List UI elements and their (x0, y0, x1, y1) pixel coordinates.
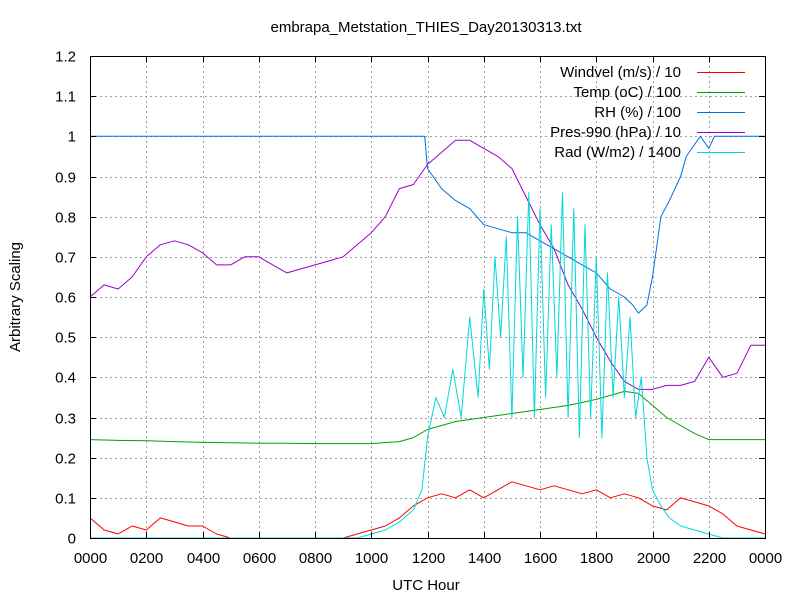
y-tick-label: 0.9 (55, 170, 76, 187)
series-line-1 (89, 481, 766, 539)
series-line-3 (90, 135, 765, 314)
x-tick-label: 1200 (412, 550, 445, 567)
y-tick-label: 1.2 (55, 49, 76, 66)
y-tick-label: 1 (68, 129, 76, 146)
legend-label: RH (%) / 100 (594, 104, 681, 121)
x-tick-label: 0000 (749, 550, 782, 567)
y-tick-label: 1.1 (55, 89, 76, 106)
x-tick-label: 1400 (468, 550, 501, 567)
x-tick-label: 0800 (299, 550, 332, 567)
y-tick-label: 0.3 (55, 411, 76, 428)
legend: Windvel (m/s) / 10 Temp (oC) / 100 RH (%) … (550, 64, 745, 161)
x-tick-label: 1000 (355, 550, 388, 567)
series-line-2 (89, 390, 765, 445)
y-tick-label: 0.1 (55, 491, 76, 508)
legend-label: Temp (oC) / 100 (573, 84, 681, 101)
x-tick-label: 0400 (187, 550, 220, 567)
legend-label: Rad (W/m2) / 1400 (554, 144, 681, 161)
y-tick-label: 0.8 (55, 210, 76, 227)
y-tick-label: 0.5 (55, 330, 76, 347)
chart-title: embrapa_Metstation_THIES_Day20130313.txt (270, 19, 582, 36)
x-tick-label: 2200 (693, 550, 726, 567)
y-tick-label: 0.6 (55, 290, 76, 307)
axis-ticks: 0 0.1 0.2 0.3 0.4 0.5 0.6 0.7 0.8 0.9 1 1.1 1.2 0000 0… (55, 49, 782, 568)
y-tick-label: 0.2 (55, 451, 76, 468)
legend-label: Windvel (m/s) / 10 (560, 64, 681, 81)
y-tick-label: 0.4 (55, 370, 76, 387)
series-line-5 (90, 192, 765, 539)
y-tick-label: 0.7 (55, 250, 76, 267)
legend-label: Pres-990 (hPa) / 10 (550, 124, 681, 141)
x-axis-title: UTC Hour (392, 577, 460, 594)
x-tick-label: 1800 (580, 550, 613, 567)
x-tick-label: 2000 (637, 550, 670, 567)
x-tick-label: 0200 (130, 550, 163, 567)
series-layer (89, 135, 766, 539)
y-axis-title: Arbitrary Scaling (7, 242, 24, 352)
series-line-4 (89, 139, 765, 390)
x-tick-label: 0000 (74, 550, 107, 567)
x-tick-label: 1600 (524, 550, 557, 567)
x-tick-label: 0600 (243, 550, 276, 567)
y-tick-label: 0 (68, 531, 76, 548)
